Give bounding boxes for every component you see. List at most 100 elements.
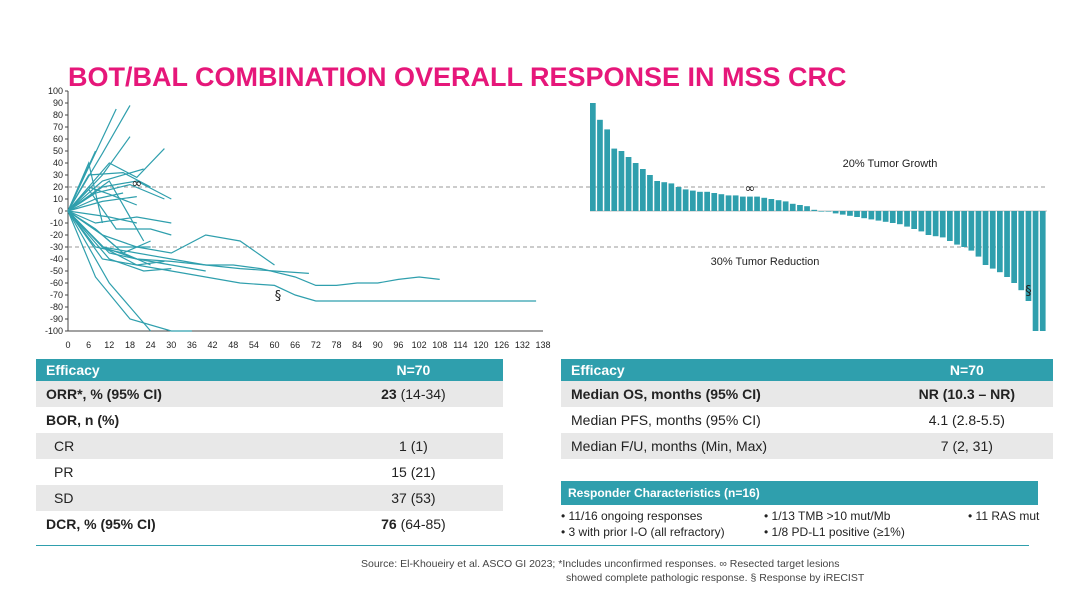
responder-item: • 1/8 PD-L1 positive (≥1%)	[764, 525, 905, 539]
right-header-label: Efficacy	[561, 359, 881, 381]
y-tick-label: -90	[50, 314, 63, 324]
waterfall-bar	[611, 148, 618, 211]
x-tick-label: 138	[535, 340, 550, 350]
waterfall-bar	[947, 211, 953, 241]
x-tick-label: 84	[352, 340, 362, 350]
waterfall-bar	[897, 211, 903, 225]
waterfall-bar	[747, 196, 753, 211]
x-tick-label: 90	[373, 340, 383, 350]
y-tick-label: -30	[50, 242, 63, 252]
table-row: Median PFS, months (95% CI) 4.1 (2.8-5.5…	[561, 407, 1053, 433]
waterfall-bar	[1025, 211, 1032, 301]
x-tick-label: 102	[412, 340, 427, 350]
series-line	[67, 210, 137, 224]
x-tick-label: 132	[515, 340, 530, 350]
waterfall-bar	[711, 193, 718, 211]
row-value: 1 (1)	[323, 433, 503, 459]
y-tick-label: 10	[53, 194, 63, 204]
waterfall-bar	[690, 190, 696, 211]
y-tick-label: 90	[53, 98, 63, 108]
table-row: PR 15 (21)	[36, 459, 503, 485]
waterfall-bar	[975, 211, 982, 257]
series-line	[67, 210, 165, 266]
waterfall-bar	[825, 211, 832, 212]
table-row: SD 37 (53)	[36, 485, 503, 511]
series-line	[67, 210, 172, 224]
right-efficacy-table: Efficacy N=70 Median OS, months (95% CI)…	[561, 359, 1053, 459]
x-tick-label: 42	[208, 340, 218, 350]
left-efficacy-table: Efficacy N=70 ORR*, % (95% CI) 23 (14-34…	[36, 359, 503, 537]
waterfall-bar	[1004, 211, 1010, 277]
y-tick-label: 80	[53, 110, 63, 120]
y-tick-label: 60	[53, 134, 63, 144]
x-tick-label: 114	[453, 340, 467, 350]
row-value: 4.1 (2.8-5.5)	[928, 412, 1005, 428]
waterfall-bar	[997, 211, 1003, 273]
x-tick-label: 30	[166, 340, 176, 350]
right-header-n: N=70	[880, 359, 1053, 381]
waterfall-bar	[1018, 211, 1025, 291]
row-value	[324, 407, 503, 433]
table-row: Median F/U, months (Min, Max) 7 (2, 31)	[561, 433, 1053, 459]
y-tick-label: -20	[50, 230, 63, 240]
table-row: Median OS, months (95% CI) NR (10.3 – NR…	[561, 381, 1053, 407]
waterfall-bar	[647, 175, 653, 211]
waterfall-bar	[782, 201, 789, 211]
waterfall-bar	[682, 189, 689, 211]
annotation-symbol: §	[275, 289, 282, 304]
waterfall-bar	[954, 211, 960, 245]
series-line	[67, 210, 152, 332]
table-row: CR 1 (1)	[36, 433, 503, 459]
waterfall-bar	[704, 191, 710, 211]
series-line	[67, 210, 537, 302]
y-tick-label: 100	[48, 86, 63, 96]
waterfall-bar	[882, 211, 889, 222]
row-value: 7 (2, 31)	[880, 433, 1053, 459]
row-label: Median F/U, months (Min, Max)	[561, 433, 881, 459]
waterfall-bar	[618, 151, 625, 211]
waterfall-bar	[968, 211, 975, 251]
x-tick-label: 78	[331, 340, 341, 350]
row-label: ORR*, % (95% CI)	[36, 381, 324, 407]
series-line	[67, 168, 144, 212]
x-tick-label: 108	[432, 340, 447, 350]
y-tick-label: -10	[50, 218, 63, 228]
series-line	[67, 210, 151, 254]
x-tick-label: 24	[146, 340, 156, 350]
series-line	[67, 210, 309, 274]
waterfall-bar	[797, 205, 803, 211]
x-tick-label: 72	[311, 340, 321, 350]
y-tick-label: -80	[50, 302, 63, 312]
row-value: 37 (53)	[323, 485, 503, 511]
series-line	[67, 210, 172, 272]
table-row: BOR, n (%)	[36, 407, 503, 433]
series-line	[67, 186, 138, 212]
x-tick-label: 12	[104, 340, 114, 350]
responder-header: Responder Characteristics (n=16)	[561, 481, 1038, 505]
spider-plot: 1009080706050403020100-10-20-30-40-50-60…	[45, 86, 1045, 350]
row-label: Median OS, months (95% CI)	[561, 381, 881, 407]
x-tick-label: 96	[393, 340, 403, 350]
waterfall-bar	[818, 211, 825, 212]
waterfall-bar	[961, 211, 967, 247]
y-tick-label: 40	[53, 158, 63, 168]
waterfall-bar	[732, 195, 739, 211]
waterfall-bar	[661, 182, 668, 211]
responder-item: • 11/16 ongoing responses	[561, 509, 703, 523]
waterfall-bar	[904, 211, 910, 227]
waterfall-bar	[632, 163, 639, 211]
waterfall-bar	[932, 211, 939, 237]
waterfall-bar	[804, 206, 810, 211]
reference-label: 20% Tumor Growth	[843, 158, 938, 170]
waterfall-bar	[590, 103, 596, 211]
row-label: CR	[36, 433, 324, 459]
waterfall-bar	[911, 211, 917, 229]
y-tick-label: -40	[50, 254, 63, 264]
responder-item: • 1/13 TMB >10 mut/Mb	[764, 509, 891, 523]
waterfall-bar	[725, 195, 732, 211]
waterfall-bar	[789, 203, 796, 211]
y-tick-label: 30	[53, 170, 63, 180]
row-label: BOR, n (%)	[46, 412, 120, 428]
y-tick-label: 20	[53, 182, 63, 192]
x-tick-label: 36	[187, 340, 197, 350]
